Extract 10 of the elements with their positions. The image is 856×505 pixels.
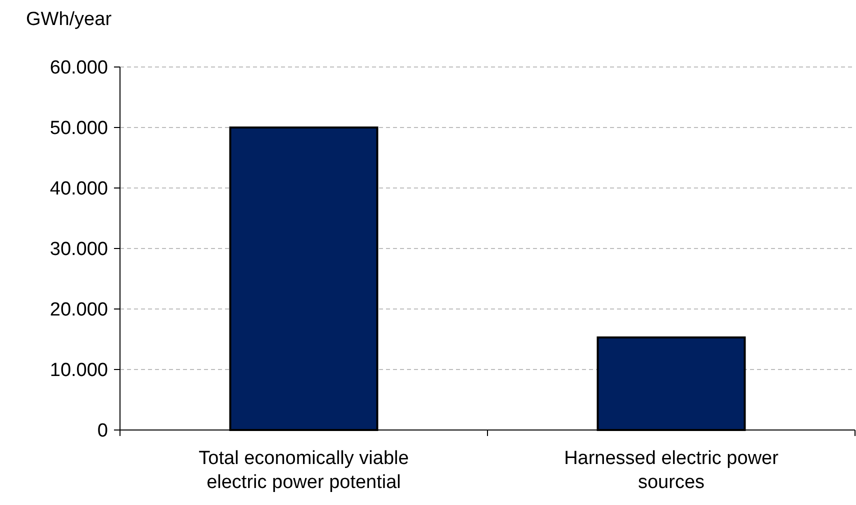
y-tick-label: 30.000 xyxy=(50,239,108,260)
y-tick-label: 20.000 xyxy=(50,300,108,321)
y-tick-label: 0 xyxy=(97,420,108,442)
x-tick-label: Harnessed electric power sources xyxy=(564,448,780,493)
y-tick-label: 40.000 xyxy=(50,178,108,200)
y-axis-title: GWh/year xyxy=(26,9,112,30)
y-tick-label: 60.000 xyxy=(50,58,108,79)
y-tick-label: 10.000 xyxy=(50,360,108,382)
y-tick-label: 50.000 xyxy=(50,118,108,140)
x-tick-label: Total economically viable electric power potential xyxy=(198,448,409,493)
